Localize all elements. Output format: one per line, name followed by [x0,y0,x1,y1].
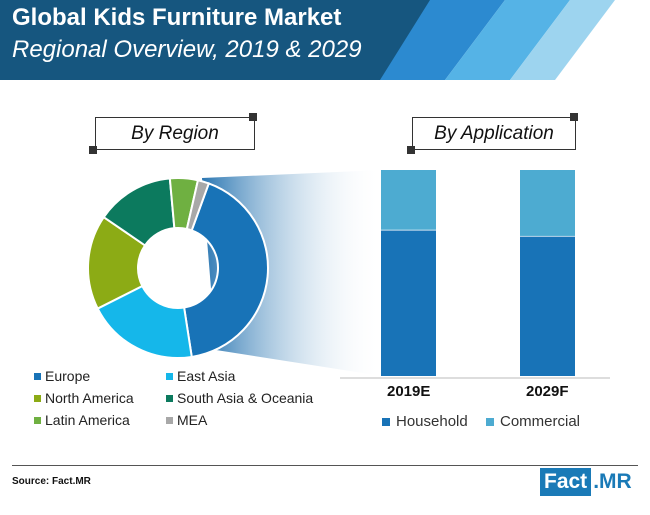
legend-item-mea: MEA [166,412,207,428]
application-label: By Application [434,123,554,144]
bar-household-2019e [381,229,436,376]
legend-item-south-asia-oceania: South Asia & Oceania [166,390,313,406]
legend-swatch [382,417,390,426]
source-note: Source: Fact.MR [12,476,91,487]
region-box-corner-bottom [89,146,97,154]
legend-item-household: Household [382,413,468,430]
footer-divider [12,465,638,466]
donut-slice-europe [182,182,269,359]
legend-label: Household [396,413,468,430]
legend-label: North America [45,390,134,406]
legend-item-commercial: Commercial [486,413,580,430]
legend-swatch [34,416,41,424]
banner-stripe-mid [360,0,505,80]
legend-label: East Asia [177,368,236,384]
logo-part-mr: .MR [591,468,634,496]
donut-chart [87,177,269,359]
bar-category-label: 2029F [526,383,569,400]
application-label-box: By Application [412,117,576,150]
legend-item-north-america: North America [34,390,134,406]
page-subtitle: Regional Overview, 2019 & 2029 [12,36,362,63]
region-box-corner-top [249,113,257,121]
legend-label: Europe [45,368,91,384]
stacked-bar-chart [381,170,575,376]
legend-item-europe: Europe [34,368,90,384]
donut-slice-mea [185,179,211,232]
header-banner: Global Kids Furniture Market Regional Ov… [0,0,650,80]
page-title: Global Kids Furniture Market [12,4,342,31]
bar-category-label: 2019E [387,383,431,400]
legend-label: Commercial [500,413,581,430]
legend-swatch [34,394,41,402]
legend-item-latin-america: Latin America [34,412,130,428]
banner-dark-panel [0,0,430,80]
legend-swatch [486,417,494,426]
application-box-corner-bottom [407,146,415,154]
legend-label: South Asia & Oceania [177,390,314,406]
legend-swatch [166,372,173,380]
region-label: By Region [131,123,219,144]
bar-commercial-2019e [381,170,436,230]
bar-commercial-2029f [520,170,575,236]
banner-stripe-light [445,0,570,80]
banner-graphic [0,0,615,80]
legend-swatch [166,394,173,402]
logo-part-fact: Fact [540,468,592,496]
region-label-box: By Region [95,117,255,150]
legend-label: MEA [177,412,208,428]
legend-swatch [166,416,173,424]
factmr-logo: Fact .MR [540,468,634,496]
legend-label: Latin America [45,412,130,428]
legend-item-east-asia: East Asia [166,368,235,384]
application-box-corner-top [570,113,578,121]
donut-slice-east-asia [96,284,193,359]
bar-household-2029f [520,235,575,376]
legend-swatch [34,372,41,380]
banner-stripe-lightest [510,0,615,80]
